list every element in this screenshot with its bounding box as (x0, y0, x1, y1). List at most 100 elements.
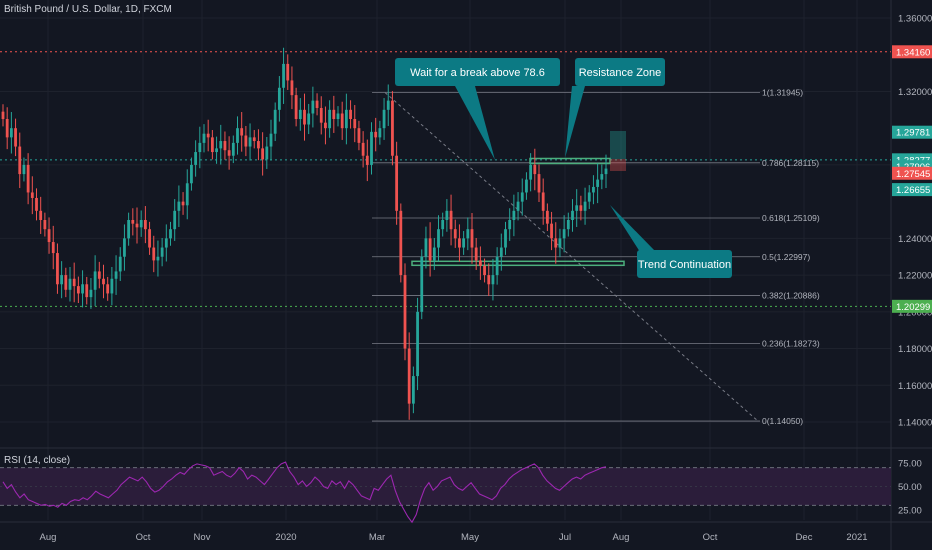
price-label-box (892, 166, 932, 180)
candle-body (478, 260, 482, 266)
price-label-box (892, 125, 932, 139)
callout-resistance-text: Resistance Zone (579, 67, 662, 79)
candle-body (68, 278, 72, 290)
candle-body (190, 164, 193, 184)
candle-body (437, 229, 440, 248)
rsi-tick-label: 25.00 (898, 506, 922, 517)
candle-body (571, 210, 574, 220)
candle-body (1, 111, 5, 119)
candle-body (160, 247, 164, 257)
candle-body (215, 148, 218, 153)
candle-body (374, 131, 378, 138)
candle-body (290, 80, 294, 96)
candle-body (315, 100, 319, 108)
candle-body (273, 109, 277, 134)
candle-body (533, 164, 537, 175)
price-label-box (892, 183, 932, 197)
candle-body (336, 113, 340, 119)
y-tick-label: 1.16000 (898, 381, 932, 392)
candle-body (257, 141, 260, 149)
candle-body (483, 265, 486, 276)
support-zone (411, 260, 625, 267)
candle-body (537, 174, 541, 193)
candle-body (282, 63, 285, 88)
fib-level-label: 1(1.31945) (762, 87, 803, 97)
candle-body (97, 271, 101, 279)
callout-trend-pointer (610, 205, 656, 252)
price-label: 1.34160 (896, 47, 930, 58)
callout-break-pointer (455, 86, 495, 160)
candle-body (361, 142, 365, 156)
candle-body (56, 253, 59, 285)
candle-body (529, 164, 533, 180)
price-label: 1.27545 (896, 169, 930, 180)
candle-body (265, 146, 269, 160)
candles (1, 47, 608, 420)
candle-body (131, 220, 135, 224)
y-tick-label: 1.18000 (898, 344, 932, 355)
candle-body (194, 152, 198, 165)
candle-body (566, 220, 570, 230)
fib-level-label: 0.786(1.28115) (762, 158, 819, 168)
candle-body (575, 205, 579, 211)
candle-body (545, 210, 549, 224)
candle-body (340, 113, 344, 129)
candle-body (466, 229, 470, 239)
candle-body (277, 87, 281, 110)
y-tick-label: 1.22000 (898, 271, 932, 282)
x-tick-label: 2020 (275, 532, 296, 543)
candle-body (223, 141, 227, 151)
candle-body (22, 164, 26, 175)
x-tick-label: Nov (194, 532, 211, 543)
chart-title: British Pound / U.S. Dollar, 1D, FXCM (4, 4, 172, 15)
candle-body (453, 229, 457, 239)
candle-body (286, 63, 290, 81)
candle-body (114, 271, 118, 279)
candle-body (474, 247, 478, 261)
candle-body (596, 179, 600, 187)
x-tick-label: Jul (559, 532, 571, 543)
candle-body (39, 210, 43, 220)
candle-body (110, 278, 114, 294)
candle-body (554, 238, 558, 248)
candle-body (525, 179, 528, 193)
candle-body (445, 210, 449, 220)
candle-body (26, 164, 30, 193)
candle-body (156, 256, 160, 261)
candle-body (357, 128, 361, 143)
candle-body (324, 122, 327, 129)
candle-body (240, 128, 244, 136)
candle-body (365, 155, 369, 165)
candle-body (35, 197, 38, 211)
candle-body (206, 133, 210, 138)
candle-body (14, 128, 17, 147)
candle-body (520, 192, 524, 202)
candle-body (252, 137, 256, 142)
candle-body (152, 247, 156, 261)
candle-body (504, 229, 507, 248)
candle-body (432, 247, 436, 261)
candle-body (487, 275, 491, 285)
candle-body (579, 205, 583, 211)
candle-body (231, 142, 235, 156)
x-tick-label: Oct (136, 532, 151, 543)
candle-body (512, 210, 516, 220)
callout-break-text: Wait for a break above 78.6 (410, 67, 545, 79)
candle-body (319, 107, 323, 123)
candle-body (85, 284, 89, 298)
candle-body (428, 238, 432, 261)
candle-body (495, 256, 499, 276)
candle-body (391, 100, 394, 156)
x-tick-label: Mar (369, 532, 385, 543)
target-box (610, 131, 626, 159)
candle-body (76, 286, 80, 294)
candle-body (261, 148, 265, 160)
candle-body (181, 201, 185, 206)
x-tick-label: May (461, 532, 479, 543)
candle-body (349, 109, 352, 119)
candle-body (106, 284, 110, 294)
candle-body (303, 109, 306, 125)
candle-body (583, 201, 587, 211)
price-label: 1.29781 (896, 128, 930, 139)
